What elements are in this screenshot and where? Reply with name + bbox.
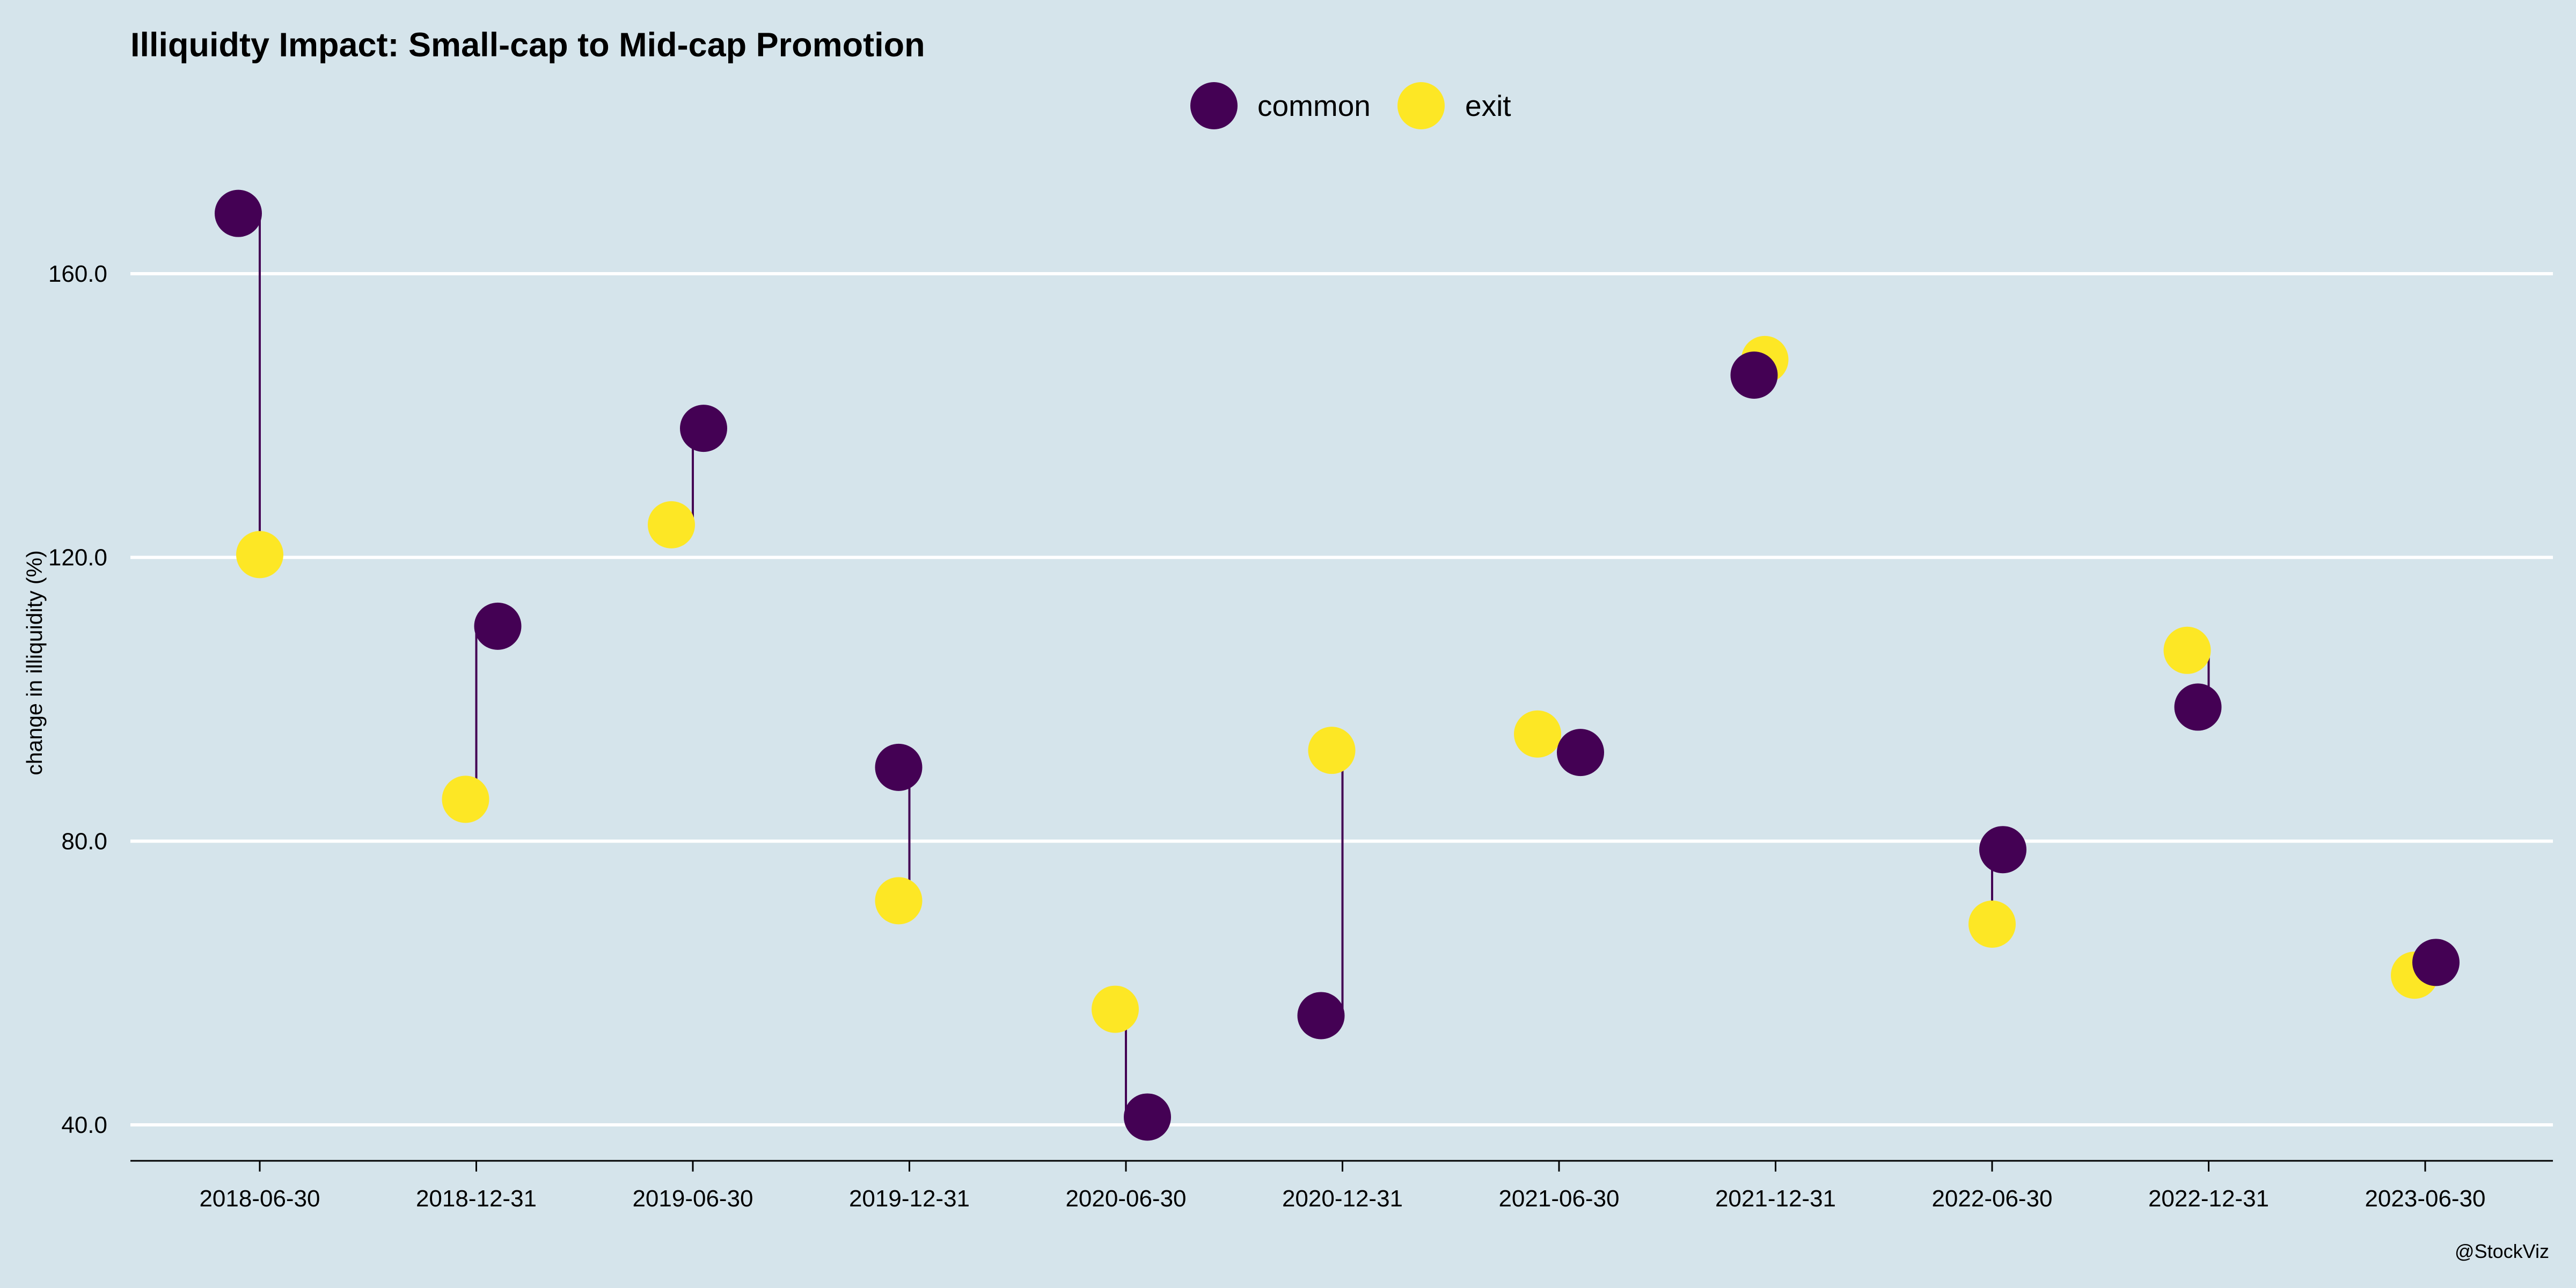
- series-exit: [236, 335, 2438, 1033]
- y-axis-title: change in illiquidity (%): [22, 550, 47, 775]
- x-tick-label: 2022-06-30: [1931, 1185, 2052, 1212]
- caption: @StockViz: [2455, 1240, 2549, 1262]
- y-tick-label: 80.0: [61, 828, 107, 854]
- legend-label-exit: exit: [1465, 89, 1511, 122]
- point-common: [875, 743, 923, 791]
- legend-swatch-common: [1190, 82, 1238, 129]
- y-tick-label: 40.0: [61, 1112, 107, 1138]
- point-common: [215, 189, 262, 237]
- x-tick-label: 2018-12-31: [416, 1185, 537, 1212]
- point-exit: [1968, 900, 2016, 948]
- point-exit: [875, 877, 923, 925]
- point-exit: [1308, 727, 1356, 774]
- point-exit: [442, 775, 489, 823]
- point-exit: [236, 531, 283, 579]
- point-common: [474, 602, 522, 650]
- series-common: [215, 189, 2460, 1141]
- point-common: [1557, 729, 1604, 777]
- legend-swatch-exit: [1397, 82, 1445, 129]
- x-tick-label: 2020-06-30: [1065, 1185, 1186, 1212]
- point-exit: [1092, 985, 1139, 1033]
- point-exit: [2163, 626, 2211, 674]
- point-common: [2174, 683, 2222, 731]
- y-tick-label: 120.0: [48, 545, 107, 571]
- x-tick-label: 2021-12-31: [1715, 1185, 1836, 1212]
- x-tick-label: 2019-06-30: [632, 1185, 753, 1212]
- plot-marks: [215, 189, 2460, 1141]
- x-tick-label: 2023-06-30: [2365, 1185, 2485, 1212]
- point-exit: [648, 501, 695, 548]
- legend-label-common: common: [1257, 89, 1371, 122]
- x-axis: 2018-06-30 2018-12-31 2019-06-30 2019-12-31…: [199, 1161, 2486, 1212]
- x-tick-label: 2019-12-31: [849, 1185, 970, 1212]
- legend: common exit: [1190, 82, 1511, 129]
- point-common: [2412, 939, 2460, 986]
- point-common: [1297, 992, 1345, 1040]
- point-common: [680, 405, 727, 452]
- x-tick-label: 2018-06-30: [199, 1185, 320, 1212]
- point-exit: [1514, 710, 1561, 758]
- x-tick-label: 2020-12-31: [1282, 1185, 1403, 1212]
- y-axis: 40.0 80.0 120.0 160.0: [48, 261, 107, 1138]
- point-common: [1124, 1093, 1171, 1141]
- x-tick-label: 2021-06-30: [1498, 1185, 1619, 1212]
- chart-title: Illiquidty Impact: Small-cap to Mid-cap …: [130, 26, 925, 64]
- x-tick-label: 2022-12-31: [2148, 1185, 2269, 1212]
- gridlines: [130, 272, 2553, 1126]
- point-common: [1730, 351, 1778, 399]
- y-tick-label: 160.0: [48, 261, 107, 287]
- connectors: [259, 213, 2426, 1117]
- point-common: [1979, 826, 2026, 874]
